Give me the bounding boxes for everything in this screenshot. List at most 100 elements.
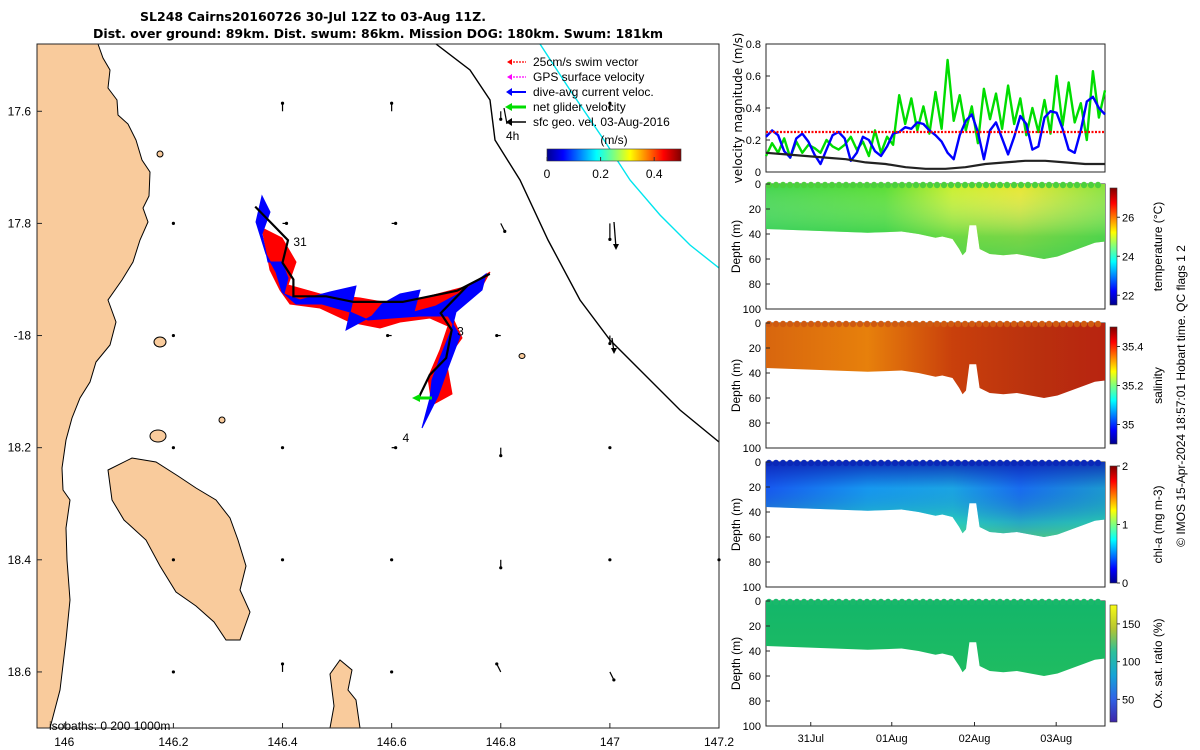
section-surface-dot — [835, 320, 843, 328]
section-surface-dot — [1066, 181, 1074, 189]
section-surface-dot — [968, 320, 976, 328]
section-colorbar-tick-label: 22 — [1122, 290, 1134, 302]
section-surface-dot — [961, 459, 969, 467]
land-island-small-3 — [156, 150, 164, 158]
section-surface-dot — [884, 181, 892, 189]
section-surface-dot — [842, 320, 850, 328]
section-surface-dot — [1073, 459, 1081, 467]
section-ylabel-temperature: Depth (m) — [729, 220, 743, 273]
section-surface-dot — [835, 459, 843, 467]
section-surface-dot — [891, 320, 899, 328]
section-y-tick-label: 60 — [749, 254, 761, 266]
section-surface-dot — [1059, 598, 1067, 606]
section-surface-dot — [821, 320, 829, 328]
section-colorbar-label-oxygen: Ox. sat. ratio (%) — [1151, 618, 1165, 708]
geo-arrow-head — [717, 558, 721, 562]
geo-arrow-head — [280, 446, 285, 450]
section-surface-dot — [940, 320, 948, 328]
velocity-y-tick-label: 0.8 — [746, 39, 761, 51]
section-surface-dot — [856, 598, 864, 606]
section-surface-dot — [779, 459, 787, 467]
geo-velocity-arrow — [500, 223, 507, 234]
section-surface-dot — [765, 598, 773, 606]
section-colorbar-salinity — [1109, 326, 1118, 445]
section-surface-dot — [905, 181, 913, 189]
section-ylabel-salinity: Depth (m) — [729, 359, 743, 412]
geo-arrow-head — [171, 221, 175, 226]
section-surface-dot — [884, 320, 892, 328]
section-data-salinity — [766, 323, 1105, 398]
scale-arrow-shaft — [503, 107, 508, 125]
section-surface-dot — [898, 320, 906, 328]
geo-velocity-arrow — [608, 446, 612, 450]
map-panel: 31 3 4 146 146.2 146.4 146.6 146.8 147 147.2 17.… — [8, 43, 734, 749]
section-colorbar-label-chla: chl-a (mg m-3) — [1151, 485, 1165, 563]
geo-arrow-head — [608, 558, 612, 562]
section-surface-dot — [919, 459, 927, 467]
section-colorbar-oxygen — [1109, 604, 1118, 723]
section-surface-dot — [1010, 459, 1018, 467]
section-surface-dot — [912, 598, 920, 606]
map-x-tick-label: 146 — [54, 735, 74, 749]
section-data-oxygen — [766, 601, 1105, 676]
section-surface-dot — [891, 598, 899, 606]
section-surface-dot — [1038, 181, 1046, 189]
section-surface-dot — [856, 181, 864, 189]
section-surface-dot — [1073, 181, 1081, 189]
geo-arrow-head — [394, 221, 398, 226]
scale-arrow — [503, 107, 508, 125]
section-colorbar-tick-label: 26 — [1122, 212, 1134, 224]
map-y-tick-label: 18.4 — [8, 553, 32, 567]
section-colorbar-tick-label: 0 — [1122, 578, 1128, 590]
velocity-series-line — [765, 151, 1105, 170]
section-surface-dot — [905, 598, 913, 606]
section-surface-dot — [947, 181, 955, 189]
section-surface-dot — [975, 181, 983, 189]
section-y-tick-label: 0 — [755, 179, 761, 191]
geo-arrow-head — [499, 117, 503, 121]
section-surface-dot — [898, 459, 906, 467]
geo-arrow-head — [280, 558, 285, 562]
section-surface-dot — [884, 598, 892, 606]
day-label: 3 — [457, 325, 464, 339]
section-surface-dot — [1024, 320, 1032, 328]
day-labels: 31 3 4 — [293, 235, 464, 445]
geo-velocity-arrow — [608, 101, 612, 112]
section-data-overlay-chla — [766, 462, 1105, 537]
map-y-tick-label: -18 — [14, 329, 32, 343]
section-surface-dot — [996, 459, 1004, 467]
land-mainland — [37, 44, 151, 728]
section-surface-dot — [1031, 459, 1039, 467]
geo-velocity-arrow — [280, 101, 285, 112]
section-surface-dot — [800, 459, 808, 467]
section-surface-dot — [947, 320, 955, 328]
legend-label-swim-vector: 25cm/s swim vector — [533, 55, 638, 69]
geo-arrow-head — [280, 101, 285, 105]
section-surface-dot — [1031, 320, 1039, 328]
geo-velocity-arrow-large — [611, 337, 617, 354]
geo-velocity-arrow — [386, 333, 392, 338]
geo-arrow-head — [495, 333, 499, 338]
geo-arrow-head — [171, 558, 175, 562]
section-surface-dot — [1024, 459, 1032, 467]
geo-arrow-head — [171, 333, 175, 338]
section-surface-dot — [1038, 320, 1046, 328]
geo-velocity-arrow — [171, 446, 175, 450]
section-surface-dot — [1052, 598, 1060, 606]
section-surface-dot — [786, 459, 794, 467]
section-surface-dot — [961, 320, 969, 328]
section-surface-dot — [849, 459, 857, 467]
section-surface-dot — [877, 459, 885, 467]
section-colorbar-chla — [1109, 465, 1118, 584]
geo-velocity-arrow — [608, 223, 612, 242]
section-surface-dot — [954, 181, 962, 189]
section-y-tick-label: 40 — [749, 229, 761, 241]
section-surface-dot — [814, 459, 822, 467]
section-surface-dot — [807, 598, 815, 606]
section-surface-dot — [1003, 459, 1011, 467]
geo-arrow-head — [284, 221, 289, 226]
dive-current-patches — [255, 194, 487, 429]
section-surface-dot — [800, 320, 808, 328]
geo-arrow-head — [608, 446, 612, 450]
geo-arrow-head — [390, 670, 394, 674]
